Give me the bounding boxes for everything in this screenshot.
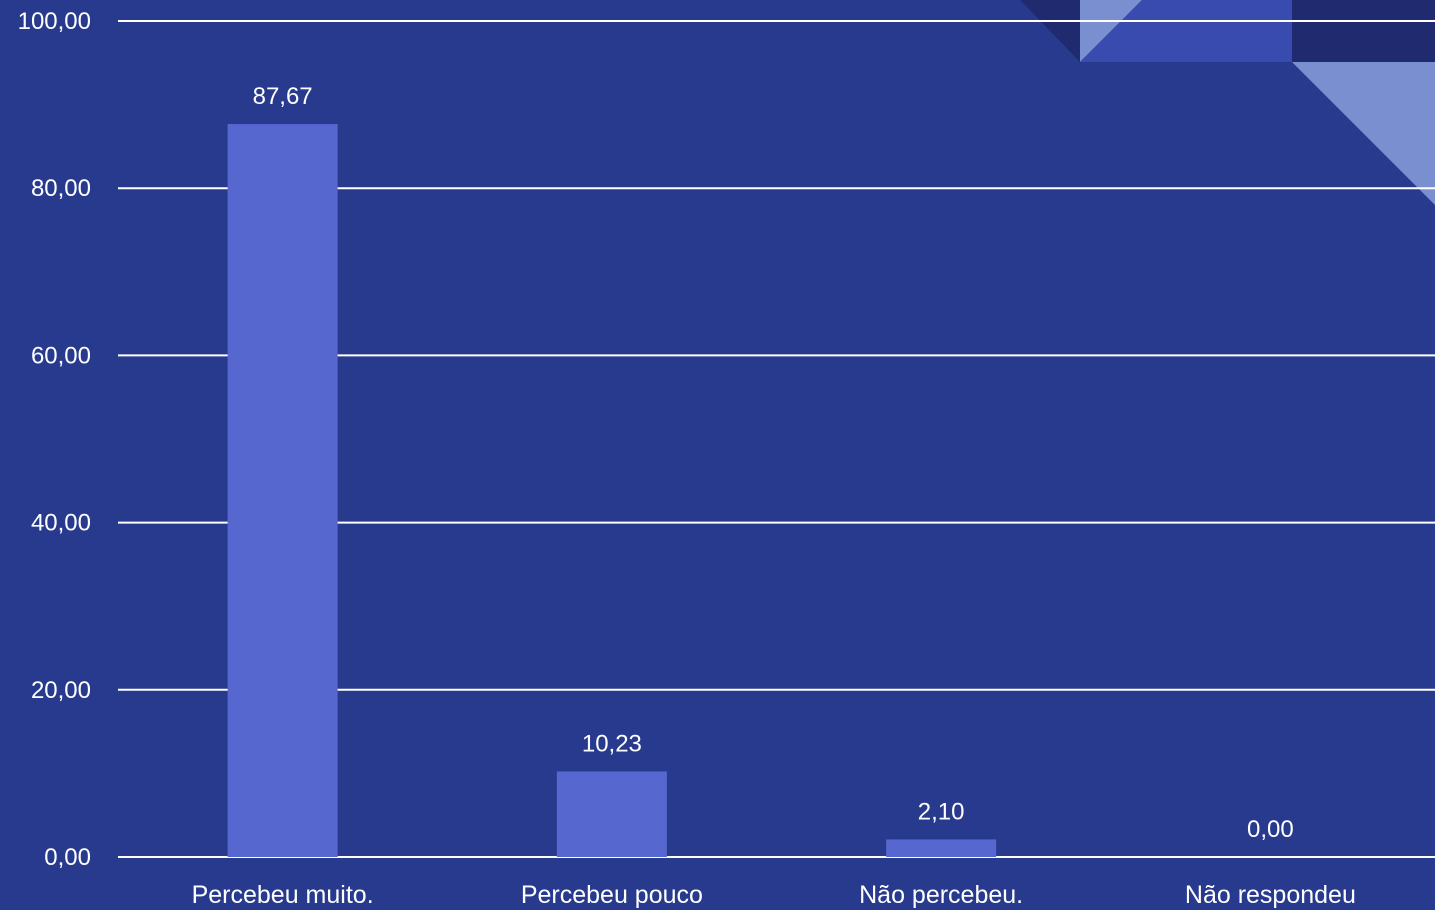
y-axis-labels: 0,00 20,00 40,00 60,00 80,00 100,00 xyxy=(18,8,91,871)
bar xyxy=(886,839,996,857)
decor-dark-triangle xyxy=(1020,0,1080,62)
x-category-label: Não respondeu xyxy=(1185,881,1356,909)
data-label: 10,23 xyxy=(582,730,642,757)
bar xyxy=(228,124,338,857)
x-axis-labels: Percebeu muito. Percebeu pouco Não percebe… xyxy=(192,881,1356,909)
decor-light-diagonal xyxy=(1292,62,1435,205)
y-tick-label: 0,00 xyxy=(44,844,91,871)
y-tick-label: 20,00 xyxy=(31,677,91,704)
data-label: 0,00 xyxy=(1247,816,1294,843)
x-category-label: Percebeu pouco xyxy=(521,881,703,909)
x-category-label: Não percebeu. xyxy=(859,881,1023,909)
decor-dark-block xyxy=(1292,0,1435,62)
y-tick-label: 100,00 xyxy=(18,8,91,35)
x-category-label: Percebeu muito. xyxy=(192,881,374,909)
data-label: 2,10 xyxy=(918,798,965,825)
bar xyxy=(557,771,667,857)
data-labels: 87,67 10,23 2,10 0,00 xyxy=(253,83,1294,843)
y-tick-label: 40,00 xyxy=(31,510,91,537)
y-tick-label: 60,00 xyxy=(31,342,91,369)
corner-decoration xyxy=(1020,0,1435,205)
data-label: 87,67 xyxy=(253,83,313,110)
y-tick-label: 80,00 xyxy=(31,175,91,202)
